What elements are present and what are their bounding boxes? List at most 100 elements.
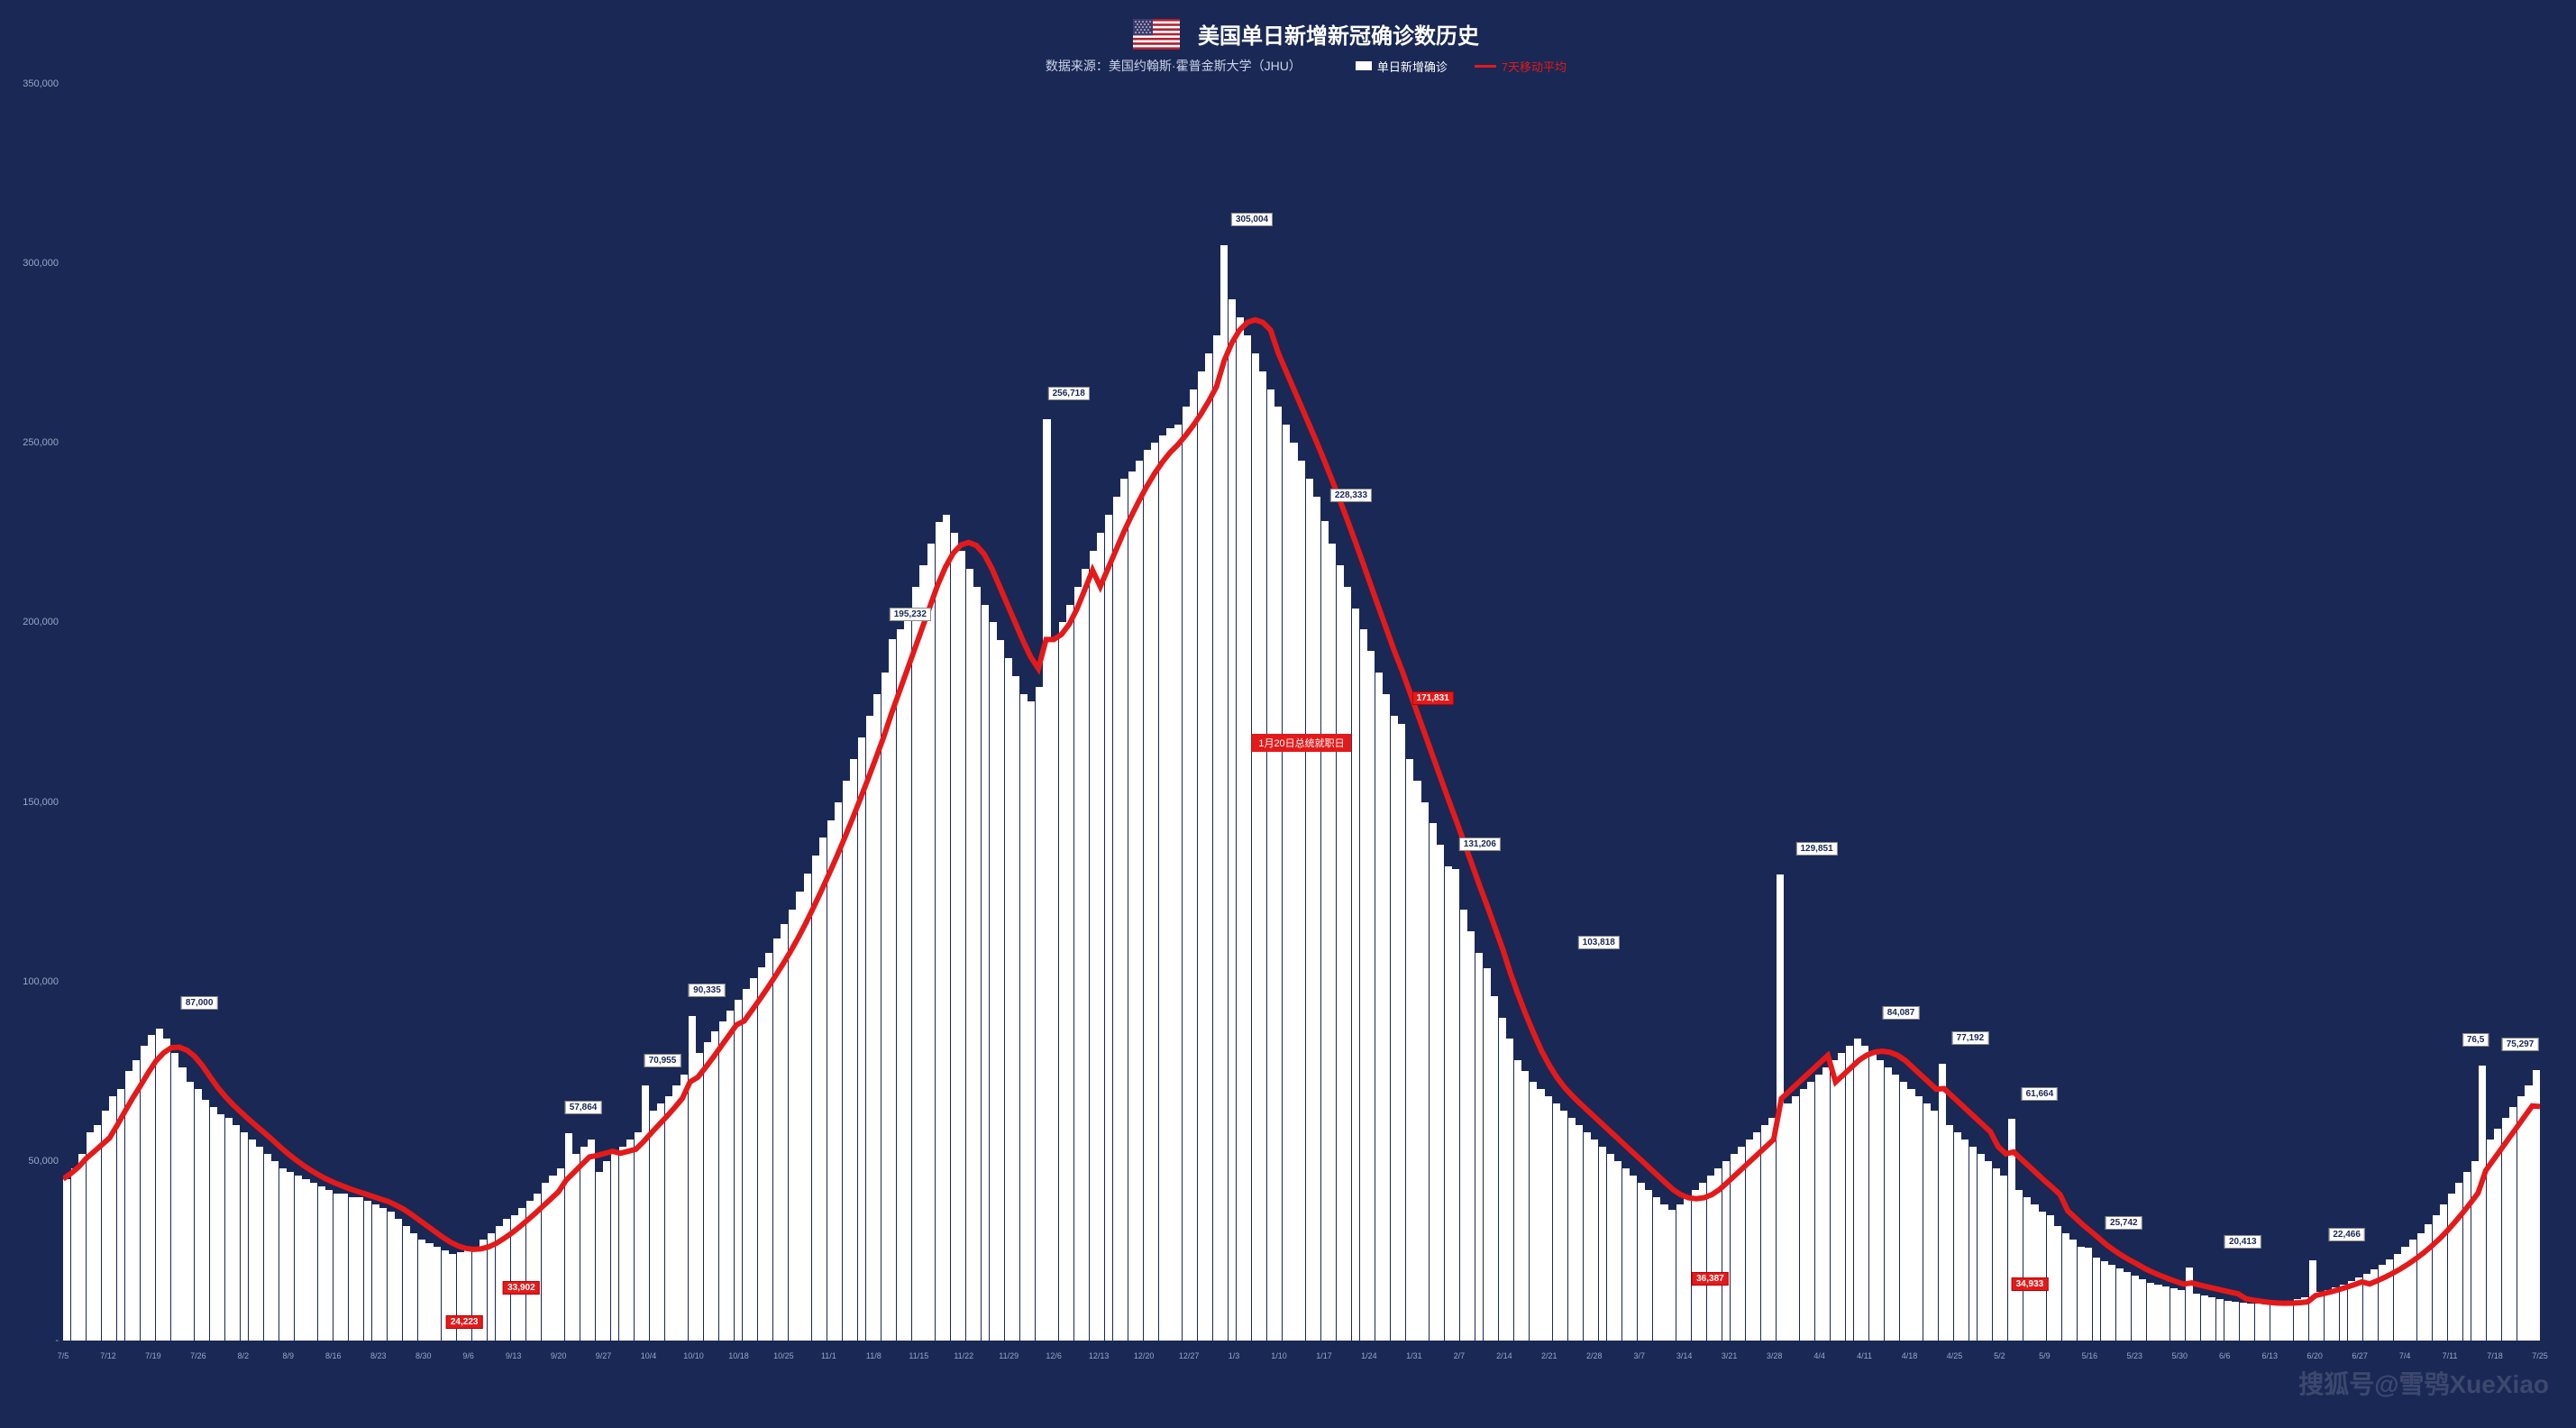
x-tick-label: 4/25: [1947, 1351, 1963, 1360]
data-bar: [1653, 1197, 1660, 1341]
data-bar: [1676, 1204, 1684, 1341]
data-bar: [858, 737, 865, 1341]
data-bar: [1090, 551, 1097, 1341]
x-tick-label: 1/24: [1361, 1351, 1377, 1360]
data-bar: [2108, 1265, 2115, 1341]
data-bar: [2533, 1070, 2540, 1341]
value-callout: 57,864: [565, 1101, 602, 1114]
x-tick-label: 5/2: [1994, 1351, 2005, 1360]
data-bar: [1900, 1082, 1907, 1341]
data-bar: [912, 587, 919, 1341]
data-bar: [1198, 371, 1205, 1341]
data-bar: [665, 1096, 672, 1341]
data-bar: [1460, 910, 1467, 1341]
value-callout: 228,333: [1330, 489, 1372, 502]
data-bar: [1313, 497, 1320, 1341]
data-bar: [2093, 1258, 2100, 1341]
data-bar: [148, 1035, 155, 1341]
data-bar: [1761, 1125, 1768, 1341]
data-bar: [1237, 317, 1244, 1341]
data-bar: [2031, 1204, 2038, 1341]
data-bar: [2085, 1248, 2092, 1341]
data-bar: [1954, 1132, 1961, 1341]
data-bar: [1521, 1071, 1529, 1341]
value-callout: 76,5: [2462, 1033, 2489, 1047]
data-bar: [696, 1053, 703, 1341]
data-bar: [1714, 1168, 1722, 1341]
data-bar: [603, 1161, 610, 1341]
data-bar: [1329, 544, 1336, 1341]
data-bar: [1607, 1154, 1614, 1341]
data-bar: [781, 924, 788, 1341]
data-bar: [102, 1111, 109, 1341]
data-bar: [2448, 1194, 2455, 1341]
data-bar: [379, 1208, 387, 1341]
data-bar: [349, 1197, 356, 1341]
y-tick-label: 350,000: [23, 78, 59, 89]
data-bar: [2008, 1119, 2015, 1341]
data-bar: [2325, 1290, 2332, 1341]
data-bar: [1722, 1161, 1730, 1341]
data-bar: [2262, 1304, 2270, 1341]
y-tick-label: 200,000: [23, 617, 59, 627]
data-bar: [132, 1060, 140, 1341]
data-bar: [195, 1089, 202, 1341]
chart-legend: 单日新增确诊 7天移动平均: [1356, 58, 1567, 75]
data-bar: [1599, 1147, 1606, 1341]
data-bar: [1005, 658, 1012, 1341]
x-tick-label: 10/10: [683, 1351, 704, 1360]
data-bar: [2286, 1301, 2293, 1341]
x-tick-label: 11/22: [954, 1351, 973, 1360]
data-bar: [310, 1183, 317, 1341]
data-bar: [735, 1000, 742, 1341]
data-bar: [1553, 1103, 1560, 1341]
data-bar: [743, 989, 750, 1341]
x-tick-label: 3/21: [1722, 1351, 1738, 1360]
data-bar: [94, 1125, 101, 1341]
data-bar: [773, 938, 781, 1341]
data-bar: [1105, 515, 1112, 1341]
data-bar: [1684, 1197, 1691, 1341]
data-bar: [2186, 1268, 2193, 1341]
x-tick-label: 6/13: [2261, 1351, 2278, 1360]
data-bar: [1584, 1132, 1591, 1341]
data-bar: [672, 1085, 680, 1341]
data-bar: [1144, 450, 1151, 1341]
x-tick-label: 12/13: [1089, 1351, 1110, 1360]
data-bar: [1252, 353, 1259, 1341]
value-callout: 84,087: [1883, 1006, 1920, 1020]
data-bar: [2193, 1294, 2200, 1341]
data-bar: [850, 759, 857, 1341]
data-bar: [526, 1201, 534, 1341]
data-bar: [217, 1114, 224, 1341]
x-tick-label: 9/13: [506, 1351, 522, 1360]
value-callout: 33,902: [503, 1281, 540, 1295]
data-bar: [178, 1067, 186, 1341]
data-bar: [843, 781, 850, 1341]
data-bar: [117, 1089, 124, 1341]
data-bar: [1746, 1140, 1753, 1341]
legend-bar-item: 单日新增确诊: [1356, 58, 1448, 75]
x-tick-label: 5/23: [2127, 1351, 2143, 1360]
value-callout: 75,297: [2502, 1038, 2539, 1051]
value-callout: 131,206: [1459, 838, 1501, 851]
data-bar: [557, 1168, 564, 1341]
data-bar: [511, 1215, 518, 1341]
data-bar: [1229, 299, 1236, 1341]
data-bar: [2355, 1277, 2362, 1341]
y-axis: -50,000100,000150,000200,000250,000300,0…: [9, 84, 59, 1341]
event-annotation: 1月20日总统就职日: [1251, 734, 1351, 752]
data-bar: [626, 1140, 634, 1341]
value-callout: 305,004: [1231, 213, 1273, 226]
data-bar: [1545, 1096, 1552, 1341]
data-bar: [210, 1107, 217, 1341]
data-bar: [819, 838, 827, 1341]
data-bar: [1985, 1161, 1992, 1341]
data-bar: [1082, 569, 1089, 1341]
data-bar: [804, 874, 811, 1341]
x-tick-label: 12/20: [1134, 1351, 1155, 1360]
x-tick-label: 2/21: [1541, 1351, 1557, 1360]
data-bar: [2178, 1290, 2185, 1341]
data-bar: [1036, 687, 1043, 1341]
data-bar: [2170, 1288, 2178, 1341]
